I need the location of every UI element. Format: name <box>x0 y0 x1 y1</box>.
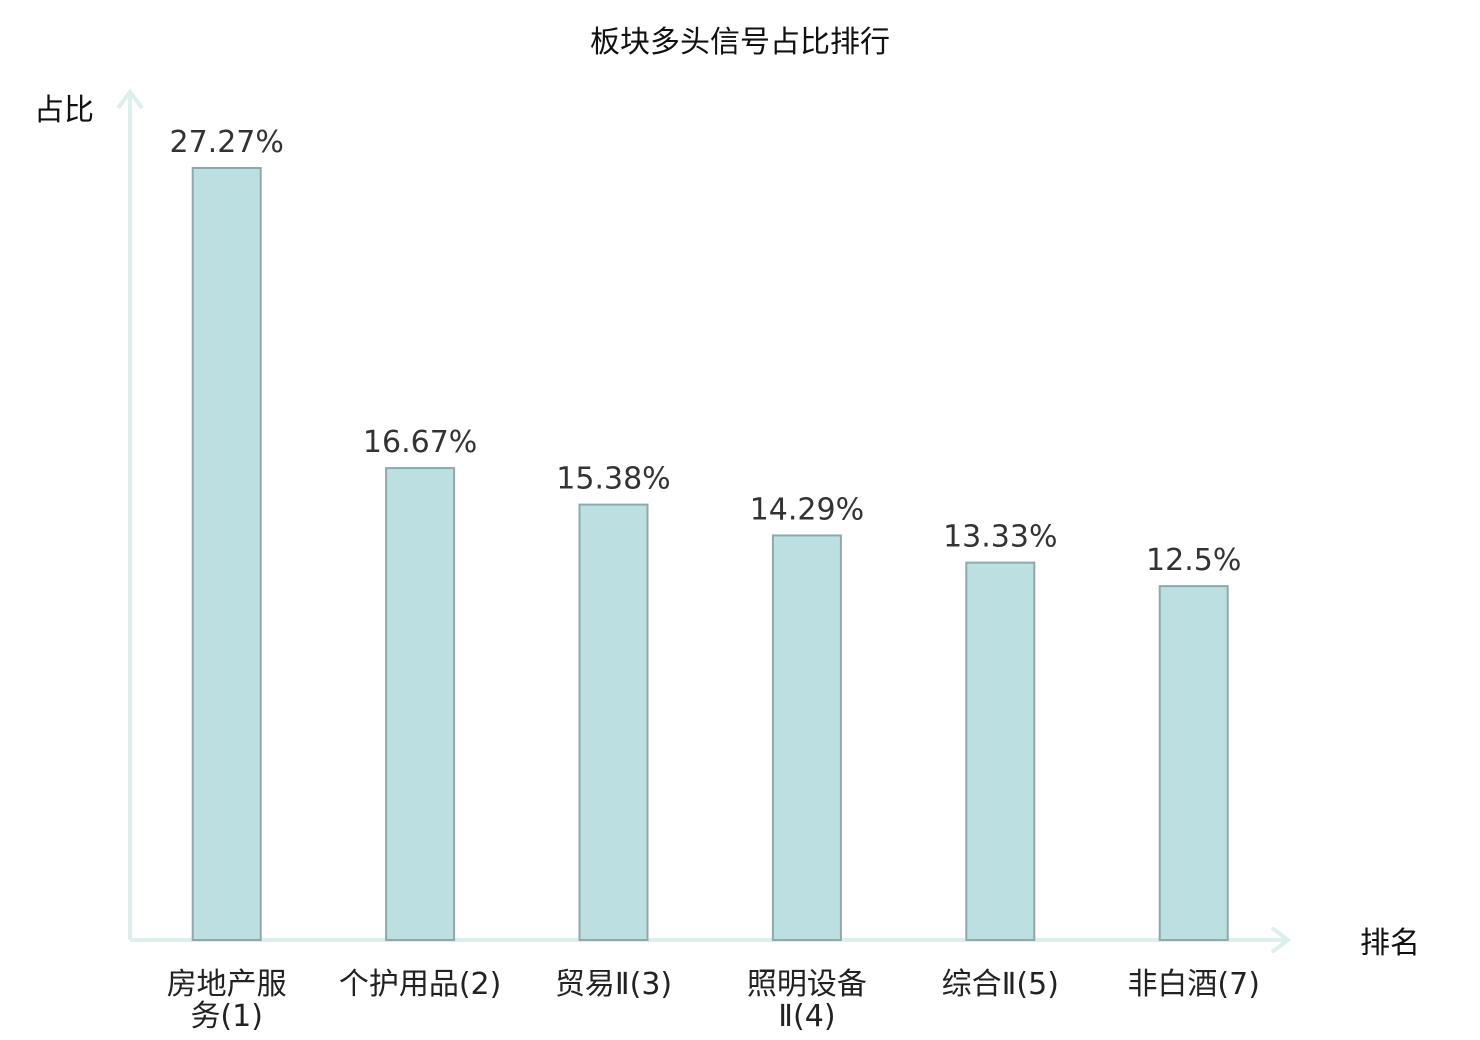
value-label-2: 16.67% <box>363 425 477 460</box>
y-axis-arrow <box>116 88 144 110</box>
value-label-6: 12.5% <box>1146 543 1241 578</box>
category-label-3: 贸易Ⅱ(3) <box>555 967 672 1002</box>
x-axis-label: 排名 <box>1360 926 1420 961</box>
bar-6 <box>1158 585 1229 941</box>
value-label-5: 13.33% <box>943 520 1057 555</box>
value-labels: 27.27% 16.67% 15.38% 14.29% 13.33% 12.5% <box>170 125 1242 578</box>
bar-2 <box>385 467 456 941</box>
y-axis-label: 占比 <box>34 93 94 128</box>
value-label-1: 27.27% <box>170 125 284 160</box>
bar-5 <box>965 561 1036 941</box>
category-label-6: 非白酒(7) <box>1127 967 1260 1002</box>
bar-series <box>191 167 1229 941</box>
chart-title: 板块多头信号占比排行 <box>590 25 890 60</box>
value-label-4: 14.29% <box>750 492 864 527</box>
bar-1 <box>191 167 262 941</box>
category-label-2: 个护用品(2) <box>339 967 502 1002</box>
bar-4 <box>771 534 842 941</box>
category-label-5: 综合Ⅱ(5) <box>942 967 1059 1002</box>
category-label-4-line-2: Ⅱ(4) <box>778 999 835 1034</box>
bar-3 <box>578 503 649 941</box>
category-label-1-line-2: 务(1) <box>190 999 263 1034</box>
x-axis-arrow <box>1270 926 1292 954</box>
category-label-4-line-1: 照明设备 <box>747 967 867 1002</box>
value-label-3: 15.38% <box>556 462 670 497</box>
category-label-1-line-1: 房地产服 <box>167 967 287 1002</box>
